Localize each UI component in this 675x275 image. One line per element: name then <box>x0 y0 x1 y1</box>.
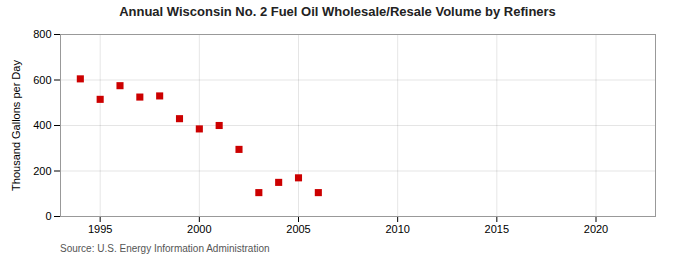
svg-text:200: 200 <box>33 165 51 177</box>
svg-text:0: 0 <box>45 210 51 222</box>
svg-text:400: 400 <box>33 119 51 131</box>
svg-text:600: 600 <box>33 74 51 86</box>
html-text:Source: U.S. Energy Informatio: Source: U.S. Energy Information Administ… <box>60 243 270 254</box>
svg-text:2010: 2010 <box>385 223 409 235</box>
svg-text:2000: 2000 <box>187 223 211 235</box>
svg-text:Thousand Gallons per Day: Thousand Gallons per Day <box>10 60 22 191</box>
html-text:Annual Wisconsin No. 2 Fuel Oi: Annual Wisconsin No. 2 Fuel Oil Wholesal… <box>119 4 556 19</box>
svg-text:2005: 2005 <box>286 223 310 235</box>
svg-text:800: 800 <box>33 28 51 40</box>
svg-text:2020: 2020 <box>584 223 608 235</box>
svg-text:2015: 2015 <box>485 223 509 235</box>
svg-text:1995: 1995 <box>88 223 112 235</box>
